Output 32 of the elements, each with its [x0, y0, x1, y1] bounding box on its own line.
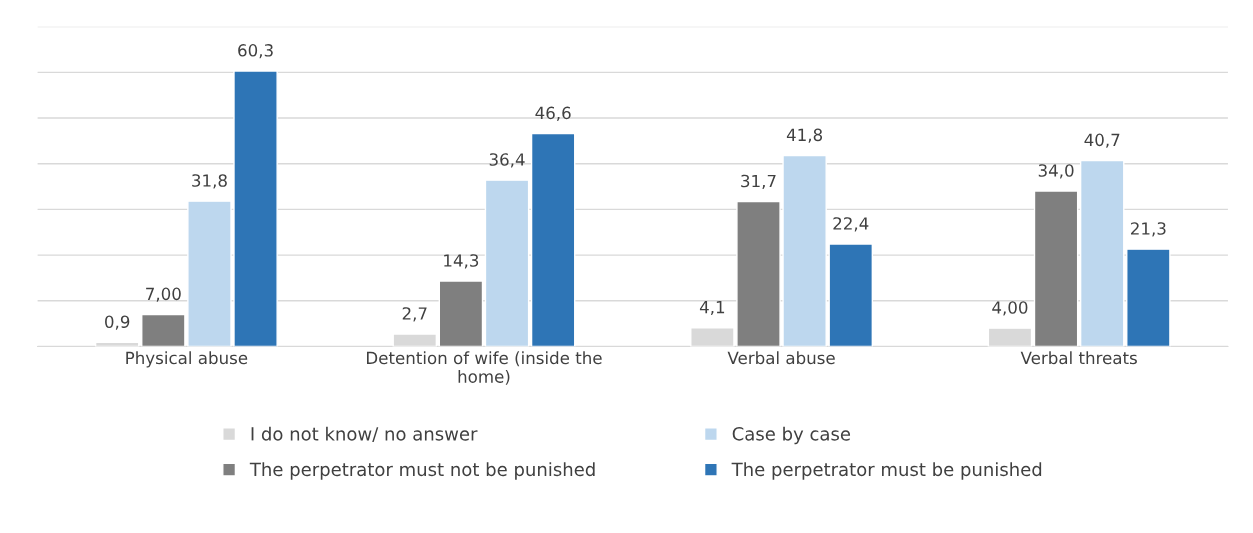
- data-label: 41,8: [786, 128, 823, 143]
- legend-label: The perpetrator must be punished: [731, 462, 1042, 480]
- legend-label: Case by case: [732, 426, 851, 445]
- bar: [987, 327, 1033, 347]
- data-label: 31,7: [741, 174, 776, 189]
- data-label: 40,7: [1084, 133, 1120, 148]
- data-label: 21,3: [1131, 222, 1166, 237]
- data-label: 4,1: [699, 300, 725, 316]
- bar: [484, 179, 530, 347]
- x-tick-label: Physical abuse: [126, 351, 248, 368]
- data-label: 31,8: [192, 174, 227, 189]
- legend-label: The perpetrator must not be punished: [249, 462, 595, 480]
- data-label: 7,00: [146, 287, 181, 302]
- x-tick-label: Detention of wife (inside the home): [367, 351, 602, 385]
- data-label: 2,7: [402, 307, 427, 322]
- bar: [530, 132, 576, 347]
- x-tick-label: Verbal abuse: [727, 351, 835, 365]
- bar: [438, 280, 484, 347]
- data-label: 34,0: [1038, 164, 1074, 179]
- data-label: 22,4: [833, 217, 869, 232]
- data-label: 46,6: [535, 106, 571, 121]
- bar: [392, 333, 438, 347]
- legend-label: I do not know/ no answer: [251, 426, 478, 443]
- data-label: 4,00: [992, 301, 1028, 316]
- x-tick-label: Verbal threats: [1020, 351, 1137, 365]
- data-label: 14,3: [444, 254, 479, 269]
- data-label: 60,3: [238, 44, 273, 59]
- bar: [1126, 248, 1171, 347]
- data-label: 36,4: [489, 153, 525, 168]
- bar: [1079, 159, 1125, 347]
- bar: [1033, 190, 1079, 347]
- data-label: 0,9: [105, 315, 130, 330]
